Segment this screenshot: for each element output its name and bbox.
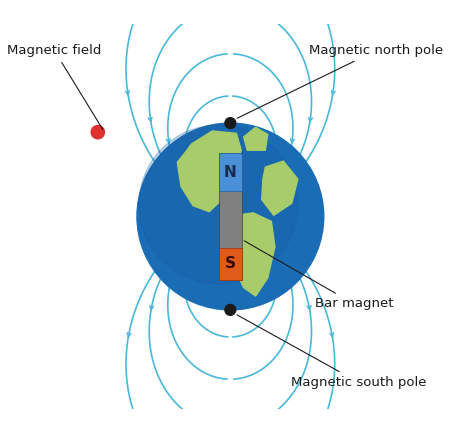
Bar — [219, 153, 242, 280]
Circle shape — [225, 118, 236, 129]
Text: Magnetic south pole: Magnetic south pole — [237, 315, 426, 389]
Text: Magnetic field: Magnetic field — [8, 44, 103, 130]
Circle shape — [139, 125, 298, 284]
Polygon shape — [230, 213, 275, 296]
Polygon shape — [262, 161, 298, 215]
Bar — [219, 248, 242, 280]
Text: N: N — [224, 165, 237, 180]
Text: Magnetic north pole: Magnetic north pole — [237, 44, 443, 118]
Polygon shape — [177, 131, 241, 212]
Polygon shape — [244, 127, 268, 150]
Bar — [219, 153, 242, 191]
Circle shape — [91, 126, 104, 139]
Text: S: S — [225, 256, 236, 271]
Circle shape — [225, 304, 236, 315]
Circle shape — [137, 123, 324, 310]
Text: Bar magnet: Bar magnet — [244, 241, 393, 310]
